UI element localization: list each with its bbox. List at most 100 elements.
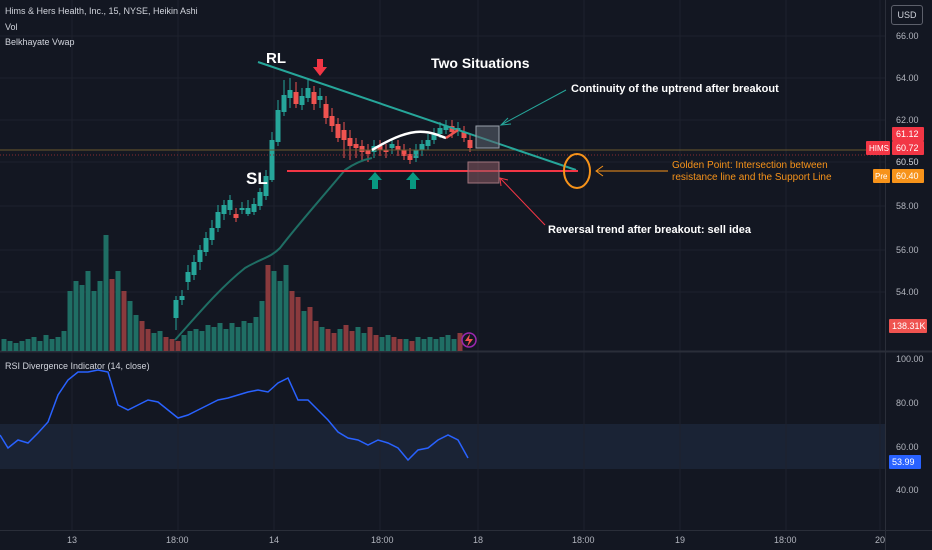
candle-body xyxy=(461,132,467,138)
currency-button[interactable]: USD xyxy=(891,5,923,25)
candle-body xyxy=(209,228,215,240)
volume-bar xyxy=(85,271,91,351)
volume-bar xyxy=(145,329,151,351)
resistance-line[interactable] xyxy=(257,61,577,171)
price-tick: 64.00 xyxy=(896,73,919,83)
uptrend-note: Continuity of the uptrend after breakout xyxy=(571,83,779,95)
price-tick: 66.00 xyxy=(896,31,919,41)
volume-bar xyxy=(49,339,55,351)
candle-body xyxy=(257,192,263,206)
candle-body xyxy=(323,104,329,118)
rsi-band xyxy=(0,424,885,469)
volume-bar xyxy=(13,343,19,351)
candle-body xyxy=(389,144,395,148)
price-tick: 54.00 xyxy=(896,287,919,297)
candle-body xyxy=(443,126,449,130)
volume-bar xyxy=(229,323,235,351)
price-axis[interactable]: 66.00 64.00 62.00 58.00 56.00 54.00 xyxy=(896,31,919,297)
volume-bar xyxy=(427,337,433,351)
volume-bar xyxy=(97,281,103,351)
candle-body xyxy=(329,116,335,126)
volume-bar xyxy=(355,327,361,351)
candle-body xyxy=(311,92,317,104)
volume-bar xyxy=(277,281,283,351)
candle-body xyxy=(275,110,281,142)
reversal-note-arrowhead xyxy=(499,177,509,187)
price-tick: 58.00 xyxy=(896,201,919,211)
candle-body xyxy=(305,88,311,98)
rsi-indicator-label[interactable]: RSI Divergence Indicator (14, close) xyxy=(5,361,150,371)
volume-bar xyxy=(91,291,97,351)
svg-text:60.40: 60.40 xyxy=(896,171,919,181)
candle-body xyxy=(383,150,389,152)
volume-bar xyxy=(205,325,211,351)
volume-bar xyxy=(397,339,403,351)
arc-tail xyxy=(445,128,459,140)
volume-bars xyxy=(1,235,463,351)
green-up-arrow-icon xyxy=(368,172,382,189)
rl-label: RL xyxy=(266,50,286,67)
volume-bar xyxy=(259,301,265,351)
volume-bar xyxy=(367,327,373,351)
volume-bar xyxy=(169,339,175,351)
time-tick: 19 xyxy=(675,535,685,545)
candle-body xyxy=(353,144,359,148)
candle-body xyxy=(221,205,227,214)
golden-note-arrowhead xyxy=(595,165,604,177)
candle-body xyxy=(233,214,239,218)
volume-bar xyxy=(391,337,397,351)
svg-text:HIMS: HIMS xyxy=(869,144,889,153)
golden-point-circle[interactable] xyxy=(563,153,591,189)
volume-bar xyxy=(409,341,415,351)
two-situations-title: Two Situations xyxy=(431,55,530,71)
volume-bar xyxy=(235,327,241,351)
time-tick: 18 xyxy=(473,535,483,545)
reversal-scenario-box[interactable] xyxy=(467,161,500,184)
candle-body xyxy=(407,154,413,160)
svg-text:138.31K: 138.31K xyxy=(892,321,926,331)
volume-bar xyxy=(133,315,139,351)
vwap-indicator-label[interactable]: Belkhayate Vwap xyxy=(5,37,75,47)
alert-lightning-icon[interactable] xyxy=(461,332,477,348)
candle-body xyxy=(185,272,191,282)
candle-body xyxy=(179,296,185,300)
gridlines xyxy=(0,0,885,530)
symbol-price-badge: 60.72 xyxy=(892,141,924,155)
volume-bar xyxy=(157,331,163,351)
uptrend-scenario-box[interactable] xyxy=(475,125,500,149)
rsi-axis[interactable]: 100.00 80.00 60.00 40.00 xyxy=(896,354,924,495)
candle-body xyxy=(401,150,407,156)
rsi-tick: 80.00 xyxy=(896,398,919,408)
time-tick: 18:00 xyxy=(774,535,797,545)
rsi-line xyxy=(0,369,469,462)
golden-point-note-line1: Golden Point: Intersection between xyxy=(672,160,828,171)
time-tick: 18:00 xyxy=(572,535,595,545)
svg-text:60.50: 60.50 xyxy=(896,157,919,167)
volume-bar xyxy=(295,297,301,351)
volume-bar xyxy=(211,327,217,351)
volume-bar xyxy=(451,339,457,351)
price-tick: 56.00 xyxy=(896,245,919,255)
time-tick: 18:00 xyxy=(166,535,189,545)
volume-bar xyxy=(331,333,337,351)
volume-bar xyxy=(73,281,79,351)
candle-body xyxy=(173,300,179,318)
symbol-title[interactable]: Hims & Hers Health, Inc., 15, NYSE, Heik… xyxy=(5,6,198,16)
candle-body xyxy=(299,96,305,105)
time-axis[interactable]: 13 18:00 14 18:00 18 18:00 19 18:00 20 xyxy=(67,535,885,545)
volume-bar xyxy=(19,341,25,351)
reversal-note: Reversal trend after breakout: sell idea xyxy=(548,224,752,236)
volume-bar xyxy=(31,337,37,351)
volume-bar xyxy=(271,271,277,351)
volume-bar xyxy=(247,323,253,351)
candle-body xyxy=(449,126,455,132)
volume-bar xyxy=(25,339,31,351)
candle-body xyxy=(191,262,197,275)
volume-bar xyxy=(283,265,289,351)
volume-indicator-label[interactable]: Vol xyxy=(5,22,18,32)
volume-bar xyxy=(415,337,421,351)
candle-body xyxy=(335,124,341,138)
volume-bar xyxy=(265,265,271,351)
vwap-line xyxy=(174,157,373,341)
